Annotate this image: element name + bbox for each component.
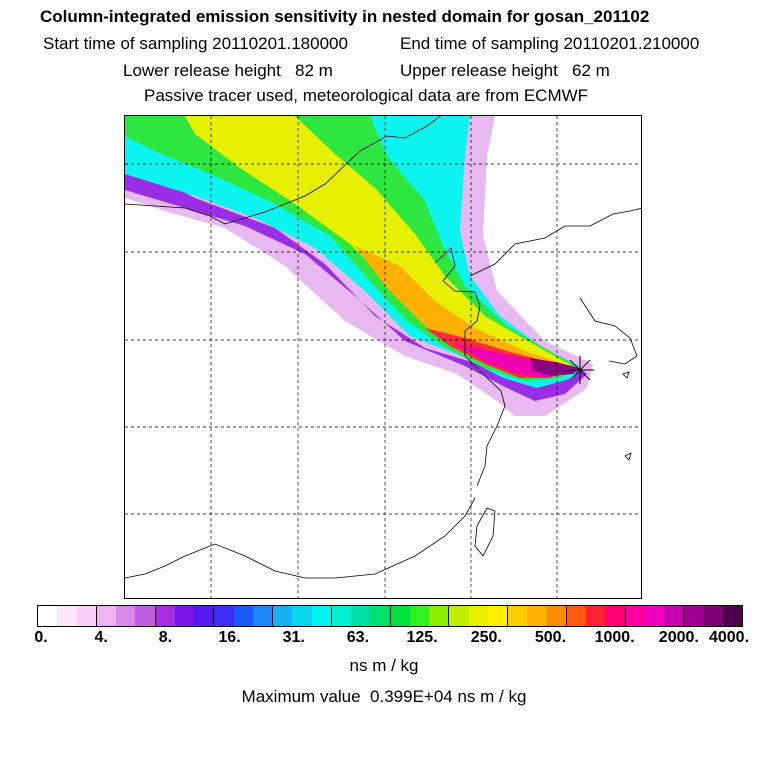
color-scale-cell (311, 606, 331, 626)
color-scale-cell (644, 606, 664, 626)
color-scale-tick-label: 2000. (658, 629, 699, 646)
color-scale-tick-label: 1000. (594, 629, 635, 646)
color-scale-cell (546, 606, 566, 626)
map-canvas (125, 116, 641, 598)
color-scale-cell (527, 606, 547, 626)
color-scale-cell (468, 606, 488, 626)
color-scale-cell (605, 606, 625, 626)
color-scale-tick-label: 16. (218, 629, 241, 646)
tracer-info: Passive tracer used, meteorological data… (144, 86, 589, 105)
color-scale-cell (683, 606, 704, 626)
color-scale-cell (76, 606, 96, 626)
color-scale-cell (664, 606, 684, 626)
color-scale-bar (37, 605, 743, 627)
figure-title: Column-integrated emission sensitivity i… (40, 7, 650, 26)
color-scale-cell (194, 606, 214, 626)
color-scale-tick-label: 500. (534, 629, 567, 646)
color-scale-cell (507, 606, 528, 626)
star-icon (566, 356, 594, 384)
color-scale-units: ns m / kg (349, 656, 419, 675)
color-scale-tick-label: 4000. (708, 629, 750, 646)
color-scale-cell (174, 606, 194, 626)
color-scale-cell (624, 606, 645, 626)
color-scale-cell (154, 606, 175, 626)
color-scale-tick-label: 125. (406, 629, 438, 646)
color-scale-cell (448, 606, 469, 626)
color-scale-cell (38, 606, 58, 626)
color-scale-cell (233, 606, 253, 626)
color-scale-cell (135, 606, 155, 626)
color-scale-cell (272, 606, 293, 626)
color-scale-cell (429, 606, 449, 626)
sensitivity-map (124, 115, 642, 599)
color-scale-cell (213, 606, 234, 626)
color-scale-cell (116, 606, 136, 626)
color-scale-tick-label: 4. (94, 629, 108, 646)
color-scale-tick-label: 63. (346, 629, 370, 646)
color-scale-tick-label: 250. (470, 629, 502, 646)
color-scale-cell (586, 606, 606, 626)
color-scale-cell (487, 606, 507, 626)
plume-peak (530, 358, 580, 376)
color-scale-cell (57, 606, 77, 626)
plume-band-yellow (185, 116, 573, 374)
color-scale-cell (722, 606, 742, 626)
color-scale-cell (703, 606, 723, 626)
color-scale-cell (389, 606, 410, 626)
color-scale-tick-label: 31. (282, 629, 305, 646)
color-scale-cell (292, 606, 312, 626)
color-scale-cell (370, 606, 390, 626)
plume-band-purple (125, 161, 587, 401)
color-scale-cell (565, 606, 586, 626)
lower-release-height: Lower release height 82 m (123, 61, 333, 80)
color-scale-cell (95, 606, 116, 626)
maximum-value: Maximum value 0.399E+04 ns m / kg (241, 687, 527, 706)
sampling-end-time: End time of sampling 20110201.210000 (400, 34, 700, 53)
color-scale-cell (351, 606, 371, 626)
color-scale-cell (409, 606, 429, 626)
color-scale-cell (252, 606, 272, 626)
plume-band-orange (355, 246, 570, 374)
color-scale-tick-label: 0. (34, 629, 48, 646)
upper-release-height: Upper release height 62 m (400, 61, 610, 80)
sampling-start-time: Start time of sampling 20110201.180000 (43, 34, 348, 53)
grid-lines (125, 116, 641, 598)
color-scale-tick-label: 8. (158, 629, 173, 646)
plume-field (125, 116, 593, 416)
color-scale-ticks: 0. 4. 8. 16. 31. 63. 125. 250. 500. 1000. 2000. 400… (0, 629, 768, 651)
color-scale-cell (330, 606, 351, 626)
